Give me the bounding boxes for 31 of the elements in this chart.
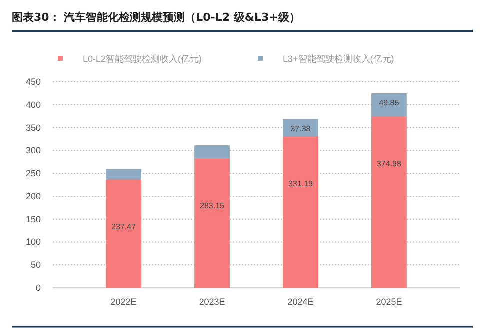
x-tick-label: 2024E [288, 297, 314, 307]
data-label: 283.15 [200, 201, 226, 210]
bar [283, 119, 318, 136]
data-label: 237.47 [112, 222, 137, 232]
y-tick-label: 0 [36, 283, 41, 293]
legend-label: L0-L2智能驾驶检测收入(亿元) [83, 54, 202, 64]
bar [106, 179, 142, 288]
bar [283, 136, 318, 288]
y-tick-label: 50 [30, 260, 41, 270]
data-label: 37.38 [290, 124, 312, 134]
bar [194, 158, 230, 288]
y-tick-label: 300 [26, 146, 41, 156]
data-label: 374.98 [376, 159, 402, 168]
y-tick-label: 100 [26, 237, 41, 248]
x-tick-label: 2022E [110, 297, 137, 307]
bar [372, 116, 407, 288]
bar [194, 146, 230, 158]
x-tick-label: 2023E [199, 297, 226, 307]
x-tick-label: 2025E [376, 297, 402, 307]
bar [106, 169, 142, 180]
data-label: 331.19 [288, 179, 314, 188]
data-label: 49.85 [379, 98, 400, 108]
y-tick-label: 200 [26, 191, 41, 202]
bar [372, 94, 407, 116]
chart-title: 图表30： 汽车智能化检测规模预测（L0-L2 级&L3+级） [12, 11, 300, 24]
y-tick-label: 150 [26, 214, 41, 224]
y-tick-label: 350 [26, 122, 41, 133]
y-tick-label: 250 [26, 168, 41, 179]
legend-label: L3+智能驾驶检测收入(亿元) [283, 54, 394, 64]
y-tick-label: 400 [26, 100, 41, 110]
y-tick-label: 450 [26, 77, 41, 87]
